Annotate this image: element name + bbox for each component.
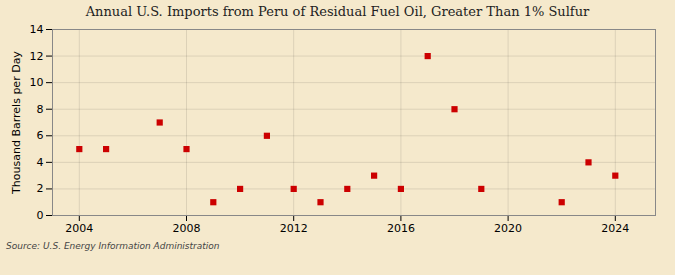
html-text:Annual U.S. Imports from Peru: Annual U.S. Imports from Peru of Residua…: [85, 4, 590, 19]
svg-text:14: 14: [30, 23, 44, 36]
svg-text:2016: 2016: [387, 222, 415, 235]
svg-text:12: 12: [30, 50, 44, 63]
html-text:Source: U.S. Energy Informatio: Source: U.S. Energy Information Administ…: [6, 241, 220, 251]
svg-text:2004: 2004: [65, 222, 93, 235]
svg-text:4: 4: [37, 156, 44, 169]
svg-text:2020: 2020: [494, 222, 522, 235]
svg-text:10: 10: [30, 76, 44, 89]
svg-text:2012: 2012: [280, 222, 308, 235]
svg-text:2024: 2024: [601, 222, 629, 235]
svg-text:8: 8: [37, 103, 44, 116]
svg-text:2008: 2008: [173, 222, 201, 235]
svg-text:Thousand Barrels per Day: Thousand Barrels per Day: [10, 51, 23, 195]
svg-text:2: 2: [37, 182, 44, 195]
svg-text:0: 0: [37, 209, 44, 222]
svg-text:6: 6: [37, 129, 44, 142]
